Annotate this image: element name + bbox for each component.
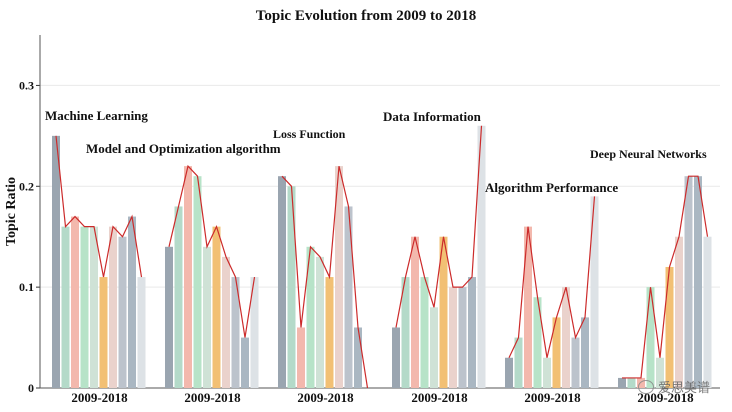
series-line	[55, 135, 143, 278]
bar	[354, 327, 362, 388]
bar	[505, 357, 513, 388]
bar	[581, 317, 589, 388]
bar	[514, 337, 523, 388]
bar	[137, 277, 146, 388]
topic-annotation: Deep Neural Networks	[590, 147, 707, 161]
bar	[392, 327, 400, 388]
bar	[344, 206, 353, 388]
x-group-label: 2009-2018	[637, 390, 694, 405]
bar	[250, 277, 259, 388]
bar	[420, 277, 429, 388]
bar	[552, 317, 561, 388]
bar	[543, 357, 551, 388]
bar	[684, 176, 693, 388]
bar	[430, 307, 438, 388]
y-tick-label: 0.2	[19, 179, 34, 193]
bar	[665, 266, 674, 388]
series-line	[168, 164, 256, 338]
y-tick-label: 0	[28, 381, 34, 395]
bar	[203, 246, 211, 388]
bar	[231, 277, 240, 388]
bar	[278, 176, 286, 388]
bar	[533, 297, 542, 388]
bar	[61, 226, 70, 388]
bar	[694, 176, 702, 388]
bar	[128, 216, 136, 388]
bar	[287, 186, 296, 388]
bar	[618, 377, 626, 388]
bar	[184, 166, 192, 388]
bar	[335, 166, 343, 388]
bar	[306, 246, 315, 388]
bar	[241, 337, 249, 388]
bar	[458, 287, 467, 388]
wechat-icon	[637, 379, 654, 394]
series-line	[508, 196, 596, 358]
series-line	[395, 125, 483, 328]
bar	[524, 226, 532, 388]
topic-annotation: Data Information	[383, 109, 482, 124]
bar	[468, 277, 476, 388]
topic-annotation: Machine Learning	[45, 108, 148, 123]
bar	[165, 246, 173, 388]
y-tick-label: 0.1	[19, 280, 34, 294]
bar	[118, 236, 127, 388]
topic-annotation: Model and Optimization algorithm	[86, 141, 281, 156]
y-axis-label: Topic Ratio	[4, 177, 19, 246]
bar	[222, 256, 230, 388]
chart-title: Topic Evolution from 2009 to 2018	[256, 8, 476, 24]
bar	[109, 226, 117, 388]
x-group-label: 2009-2018	[184, 390, 241, 405]
watermark-text: 爱思美谱	[657, 381, 710, 396]
bar	[71, 216, 79, 388]
bar	[174, 206, 183, 388]
bar	[325, 277, 334, 388]
bar	[571, 337, 580, 388]
series-line	[281, 165, 369, 389]
y-tick-label: 0.3	[19, 78, 34, 92]
bar	[675, 236, 683, 388]
x-group-label: 2009-2018	[411, 390, 468, 405]
bar	[703, 236, 712, 388]
x-group-label: 2009-2018	[71, 390, 128, 405]
bar	[562, 287, 570, 388]
x-group-label: 2009-2018	[524, 390, 581, 405]
bar	[99, 277, 108, 388]
bar	[401, 277, 410, 388]
bar	[193, 176, 202, 388]
bar	[80, 226, 89, 388]
bar	[411, 236, 419, 388]
bar	[90, 226, 98, 388]
bar	[590, 196, 599, 388]
bar	[316, 256, 324, 388]
bar	[52, 135, 60, 388]
bar	[627, 377, 636, 388]
bar	[646, 287, 655, 388]
bar	[297, 327, 305, 388]
series-line	[622, 175, 709, 379]
x-group-label: 2009-2018	[297, 390, 354, 405]
bar	[212, 226, 221, 388]
topic-annotation: Algorithm Performance	[485, 180, 618, 195]
topic-annotation: Loss Function	[273, 127, 346, 141]
bar	[477, 125, 486, 389]
bar	[449, 287, 457, 388]
bar	[439, 236, 448, 388]
bar	[656, 357, 664, 388]
watermark: 爱思美谱	[637, 377, 710, 396]
